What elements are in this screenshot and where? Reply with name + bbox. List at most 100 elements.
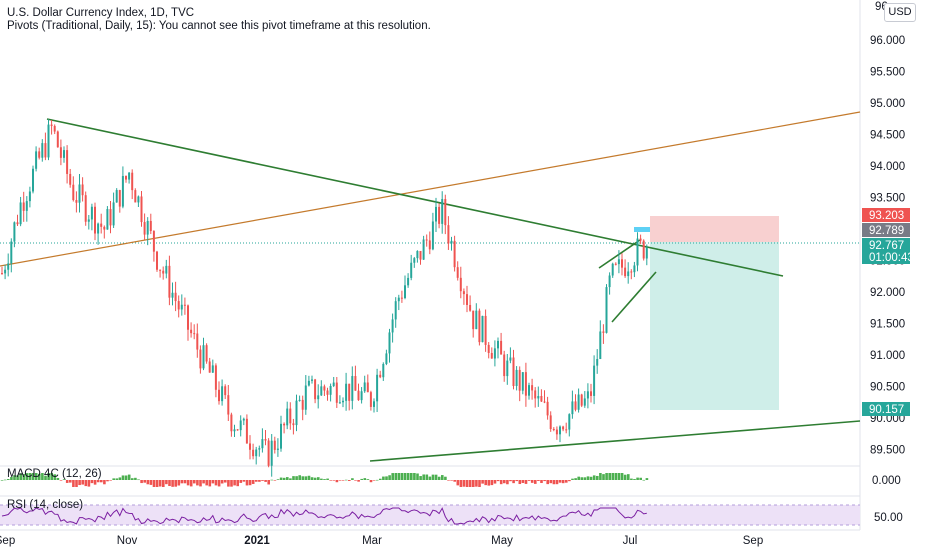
- macd-bar: [295, 476, 298, 480]
- macd-bar: [506, 480, 509, 485]
- candle-body: [292, 423, 295, 426]
- macd-bar: [540, 480, 543, 484]
- channel-top-line[interactable]: [598, 239, 641, 269]
- macd-bar: [344, 479, 348, 481]
- candle-body: [22, 202, 25, 211]
- candle-body: [431, 221, 434, 250]
- candle-body: [41, 143, 44, 158]
- orange-trendline[interactable]: [0, 111, 861, 267]
- macd-bar: [338, 480, 342, 481]
- candle-body: [255, 449, 258, 457]
- macd-bar: [273, 480, 277, 481]
- macd-bar: [592, 475, 596, 480]
- macd-bar: [261, 480, 264, 481]
- candle-body: [599, 331, 602, 359]
- macd-bar: [310, 477, 314, 480]
- macd-bar: [258, 480, 261, 482]
- candle-body: [137, 196, 140, 203]
- candle-body: [425, 239, 428, 241]
- macd-bar: [341, 480, 345, 481]
- macd-bar: [146, 480, 150, 485]
- macd-bar: [549, 480, 553, 484]
- candle-body: [174, 292, 177, 302]
- candle-body: [528, 385, 530, 396]
- candle-body: [273, 440, 276, 450]
- candle-body: [218, 389, 220, 402]
- candle-body: [360, 391, 363, 401]
- candle-body: [214, 365, 217, 390]
- macd-bar: [369, 480, 373, 483]
- macd-bar: [106, 480, 109, 482]
- candle-body: [106, 209, 109, 230]
- macd-histogram: [0, 473, 649, 487]
- macd-bar: [134, 477, 137, 480]
- candle-body: [283, 423, 286, 426]
- channel-bottom-line[interactable]: [611, 271, 657, 323]
- macd-bar: [397, 473, 401, 480]
- candle-body: [602, 331, 605, 333]
- candle-body: [59, 147, 62, 158]
- candle-body: [267, 440, 270, 466]
- candle-body: [149, 220, 152, 232]
- macd-bar: [19, 473, 22, 480]
- descending-trendline[interactable]: [46, 118, 784, 277]
- macd-bar: [214, 480, 218, 486]
- macd-bar: [503, 480, 506, 484]
- target-zone[interactable]: [650, 242, 779, 410]
- macd-bar: [521, 480, 525, 483]
- candle-body: [394, 301, 397, 320]
- stop-loss-zone[interactable]: [650, 216, 779, 242]
- candle-body: [239, 420, 242, 431]
- macd-bar: [537, 480, 540, 481]
- macd-bar: [205, 480, 208, 486]
- macd-bar: [568, 480, 571, 482]
- macd-bar: [109, 480, 112, 481]
- candle-body: [50, 124, 53, 126]
- candle-body: [518, 369, 521, 391]
- time-axis[interactable]: Sep Nov 2021 Mar May Jul Sep: [0, 535, 763, 547]
- macd-bar: [599, 473, 602, 480]
- candle-body: [258, 448, 261, 450]
- candle-body: [605, 287, 608, 333]
- macd-bar: [90, 480, 94, 484]
- candle-body: [357, 390, 360, 401]
- macd-bar: [441, 475, 444, 480]
- candle-body: [307, 380, 310, 386]
- macd-bar: [196, 480, 199, 486]
- candle-body: [32, 168, 34, 192]
- macd-bar: [437, 476, 441, 480]
- macd-bar: [292, 476, 295, 480]
- macd-bar: [558, 480, 562, 483]
- macd-bar: [478, 480, 481, 487]
- macd-bar: [183, 480, 187, 484]
- macd-bar: [177, 480, 181, 486]
- candle-body: [469, 304, 472, 311]
- candle-body: [537, 396, 540, 399]
- macd-bar: [239, 480, 243, 483]
- macd-bar: [329, 480, 332, 481]
- macd-bar: [422, 474, 425, 480]
- macd-bar: [323, 479, 326, 480]
- candle-body: [363, 382, 366, 392]
- macd-zero-tick: 0.000: [872, 475, 901, 487]
- candle-body: [75, 200, 78, 203]
- candle-body: [342, 400, 344, 403]
- candle-body: [10, 241, 13, 264]
- candle-body: [351, 376, 354, 401]
- macd-bar: [220, 480, 224, 484]
- candle-body: [407, 277, 410, 286]
- candle-body: [317, 395, 320, 400]
- candle-body: [345, 383, 348, 401]
- currency-button[interactable]: USD: [884, 3, 916, 22]
- macd-bar: [162, 480, 165, 487]
- support-trendline[interactable]: [369, 420, 861, 462]
- candle-body: [329, 386, 332, 395]
- candle-body: [441, 199, 444, 224]
- macd-bar: [127, 474, 131, 480]
- candles-layer: [1, 119, 648, 477]
- macd-bar: [608, 473, 611, 480]
- macd-bar: [65, 480, 69, 483]
- macd-bar: [168, 480, 171, 487]
